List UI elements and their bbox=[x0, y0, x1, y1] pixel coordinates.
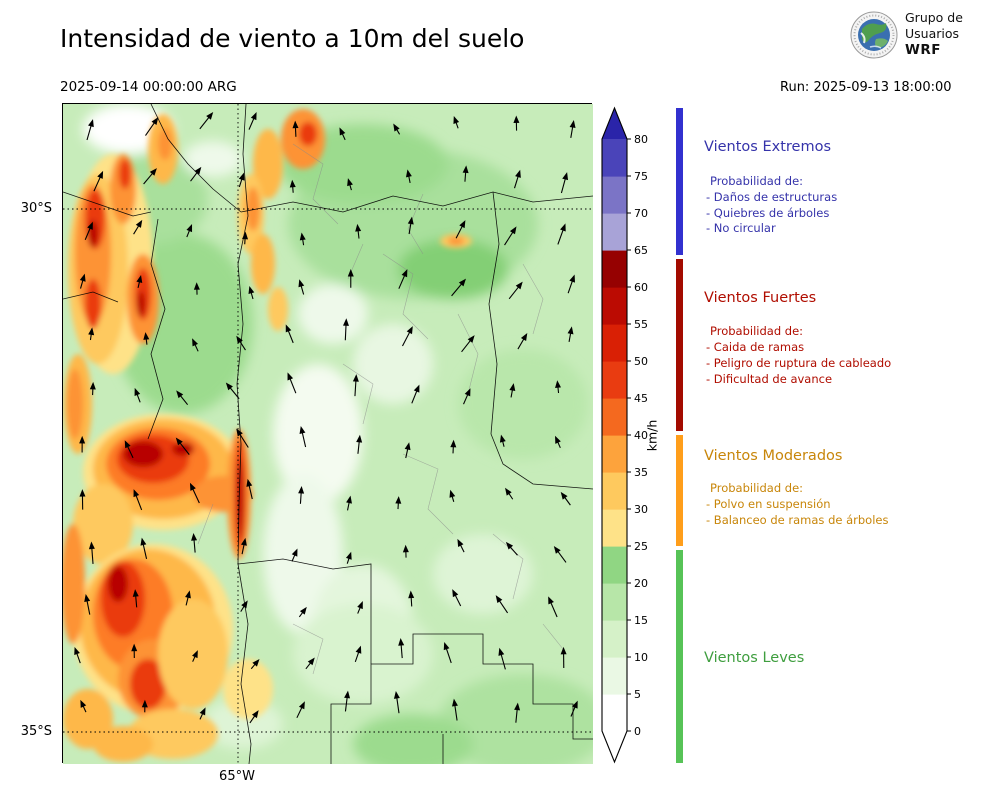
colorbar-tick-label: 30 bbox=[634, 502, 648, 516]
colorbar-tick-label: 70 bbox=[634, 206, 648, 220]
colorbar-tick-label: 40 bbox=[634, 428, 648, 442]
colorbar-tick-label: 25 bbox=[634, 539, 648, 553]
colorbar-tick-label: 5 bbox=[634, 687, 641, 701]
lat-tick-35s: 35°S bbox=[20, 724, 52, 739]
wind-vector-arrows bbox=[74, 111, 578, 724]
wind-intensity-map bbox=[62, 103, 593, 764]
colorbar-tick-label: 0 bbox=[634, 724, 641, 738]
legend-section-item: - Peligro de ruptura de cableado bbox=[706, 356, 892, 370]
colorbar-tick-label: 35 bbox=[634, 465, 648, 479]
colorbar-tick-label: 65 bbox=[634, 243, 648, 257]
logo-text-line2: Usuarios bbox=[905, 26, 960, 41]
legend-section-title: Vientos Moderados bbox=[704, 448, 843, 464]
legend-section-item: - Daños de estructuras bbox=[706, 190, 838, 204]
legend-section-title: Vientos Fuertes bbox=[704, 290, 817, 306]
wrf-users-group-logo: Grupo de Usuarios WRF bbox=[850, 10, 963, 59]
legend-section-item: - Balanceo de ramas de árboles bbox=[706, 513, 889, 527]
legend-color-bar bbox=[676, 108, 683, 255]
legend-section-item: - No circular bbox=[706, 221, 776, 235]
legend-section-item: - Caida de ramas bbox=[706, 340, 805, 354]
logo-text-wrf: WRF bbox=[905, 42, 942, 58]
legend-color-bar bbox=[676, 259, 683, 431]
wind-field-plot bbox=[63, 104, 593, 764]
legend-section-intro: Probabilidad de: bbox=[710, 324, 804, 338]
legend-section-title: Vientos Leves bbox=[704, 650, 805, 666]
globe-icon bbox=[850, 11, 898, 59]
legend-color-bar bbox=[676, 435, 683, 546]
legend-section-item: - Dificultad de avance bbox=[706, 372, 833, 386]
legend-section-item: - Polvo en suspensión bbox=[706, 497, 831, 511]
colorbar-tick-label: 10 bbox=[634, 650, 648, 664]
legend-color-bar bbox=[676, 550, 683, 763]
legend-section-intro: Probabilidad de: bbox=[710, 174, 804, 188]
colorbar-tick-label: 50 bbox=[634, 354, 648, 368]
colorbar-tick-label: 45 bbox=[634, 391, 648, 405]
colorbar-tick-label: 15 bbox=[634, 613, 648, 627]
colorbar-tick-label: 55 bbox=[634, 317, 648, 331]
wind-speed-shading-warm bbox=[63, 109, 472, 762]
legend-section-title: Vientos Extremos bbox=[704, 139, 832, 155]
colorbar-tick-label: 60 bbox=[634, 280, 648, 294]
page-title: Intensidad de viento a 10m del suelo bbox=[60, 24, 525, 53]
department-boundaries bbox=[197, 143, 564, 675]
legend-section-item: - Quiebres de árboles bbox=[706, 205, 830, 220]
legend-section-intro: Probabilidad de: bbox=[710, 481, 804, 495]
colorbar-tick-label: 80 bbox=[634, 132, 648, 146]
valid-time-label: 2025-09-14 00:00:00 ARG bbox=[60, 79, 237, 95]
colorbar-unit-label: km/h bbox=[644, 419, 660, 452]
graticule-lines bbox=[63, 104, 593, 764]
colorbar bbox=[600, 106, 634, 766]
colorbar-tick-label: 20 bbox=[634, 576, 648, 590]
logo-text: Grupo de Usuarios WRF bbox=[905, 10, 963, 59]
run-timestamp: Run: 2025-09-13 18:00:00 bbox=[780, 80, 952, 95]
colorbar-tick-label: 75 bbox=[634, 169, 648, 183]
lat-tick-30s: 30°S bbox=[20, 201, 52, 216]
lon-tick-65w: 65°W bbox=[219, 769, 255, 784]
logo-text-line1: Grupo de bbox=[905, 10, 963, 25]
